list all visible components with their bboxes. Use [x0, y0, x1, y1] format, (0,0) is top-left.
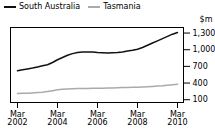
html-text:Tasmania: Tasmania — [103, 2, 141, 11]
html-text:South Australia: South Australia — [19, 2, 81, 11]
svg-text:$m: $m — [200, 15, 213, 24]
svg-text:Mar2002: Mar2002 — [7, 110, 27, 127]
svg-text:Mar2006: Mar2006 — [87, 110, 107, 127]
svg-text:700: 700 — [193, 62, 208, 71]
svg-text:1,000: 1,000 — [193, 45, 215, 54]
svg-text:400: 400 — [193, 79, 208, 88]
svg-text:Mar2004: Mar2004 — [47, 110, 67, 127]
svg-text:100: 100 — [193, 95, 208, 104]
svg-text:1,300: 1,300 — [193, 29, 215, 38]
svg-text:Mar2010: Mar2010 — [167, 110, 187, 127]
svg-text:Mar2008: Mar2008 — [127, 110, 147, 127]
